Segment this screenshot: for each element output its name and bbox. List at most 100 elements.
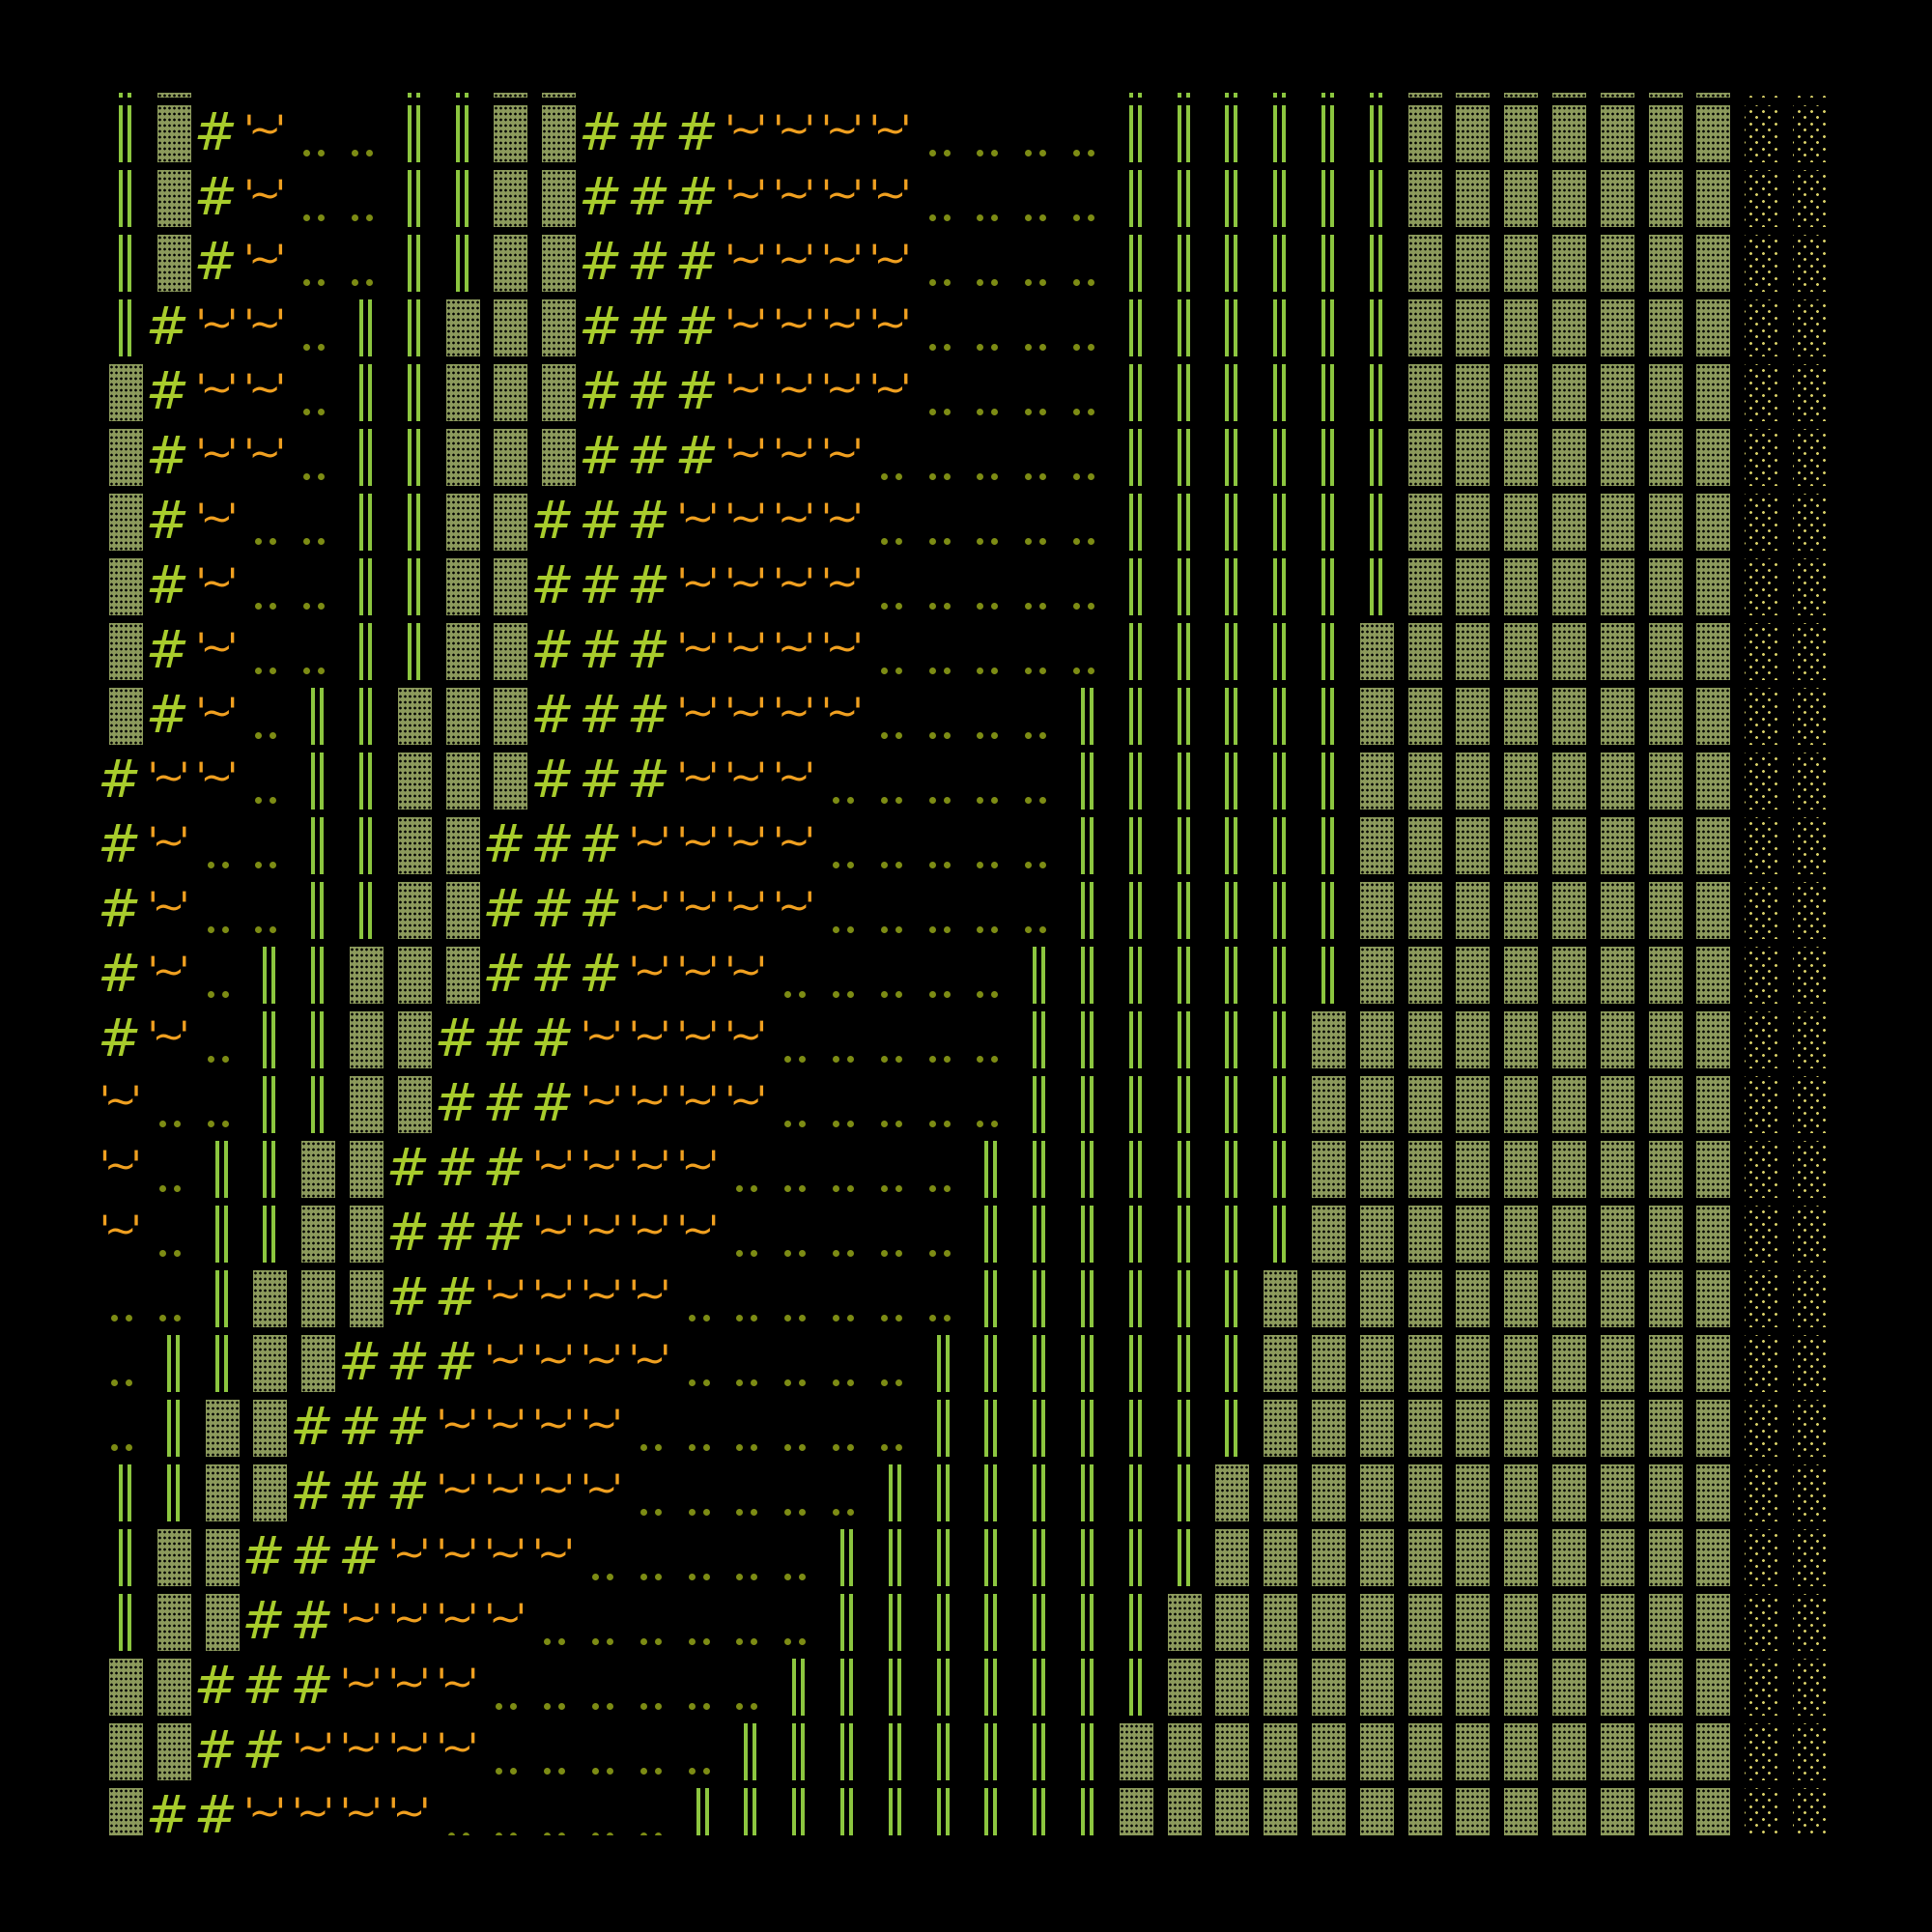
tilde-text: '~' bbox=[773, 173, 814, 217]
hash-text: # bbox=[145, 425, 190, 486]
hash-glyph: # bbox=[579, 425, 631, 490]
dark-shade-glyph bbox=[150, 1525, 198, 1590]
dark-shade-glyph bbox=[439, 425, 487, 490]
light-shade-glyph bbox=[1833, 296, 1835, 360]
hash-text: # bbox=[193, 1784, 238, 1836]
dots-glyph bbox=[1015, 619, 1064, 684]
tilde-text: '~' bbox=[243, 173, 285, 217]
dark-shade-glyph bbox=[101, 425, 150, 490]
dots-glyph bbox=[294, 101, 342, 166]
tilde-text: '~' bbox=[147, 755, 189, 800]
tilde-text: '~' bbox=[581, 1014, 622, 1059]
dark-shade-glyph bbox=[1401, 1072, 1449, 1137]
dots-glyph bbox=[967, 619, 1015, 684]
tilde-glyph: '~' bbox=[340, 1590, 390, 1655]
dark-shade-glyph bbox=[1448, 1008, 1496, 1072]
hash-glyph: # bbox=[435, 1202, 487, 1266]
dots-glyph bbox=[245, 554, 294, 619]
tilde-glyph: '~' bbox=[821, 619, 871, 684]
dark-shade-glyph bbox=[534, 231, 582, 296]
dark-shade-glyph bbox=[390, 943, 439, 1008]
dark-shade-glyph bbox=[1689, 425, 1737, 490]
dark-shade-glyph bbox=[1496, 1655, 1545, 1719]
tilde-glyph: '~' bbox=[243, 425, 294, 490]
double-bar-glyph bbox=[101, 1461, 150, 1525]
dark-shade-glyph bbox=[1304, 1202, 1352, 1266]
dark-shade-glyph bbox=[1593, 1137, 1641, 1202]
hash-glyph: # bbox=[146, 684, 198, 749]
dark-shade-glyph bbox=[1689, 166, 1737, 231]
hash-glyph: # bbox=[675, 101, 727, 166]
dots-glyph bbox=[920, 101, 968, 166]
hash-glyph: # bbox=[482, 1137, 534, 1202]
hash-text: # bbox=[626, 296, 671, 356]
tilde-text: '~' bbox=[868, 367, 911, 412]
light-shade-glyph bbox=[1785, 360, 1833, 425]
dark-shade-glyph bbox=[439, 619, 487, 684]
dark-shade-glyph bbox=[1256, 1331, 1304, 1396]
light-shade-glyph bbox=[1833, 1784, 1835, 1835]
hash-text: # bbox=[626, 101, 671, 162]
dark-shade-glyph bbox=[1401, 1655, 1449, 1719]
tilde-glyph: '~' bbox=[677, 749, 727, 813]
double-bar-glyph bbox=[1208, 749, 1256, 813]
double-bar-glyph bbox=[1256, 943, 1304, 1008]
tilde-glyph: '~' bbox=[437, 1396, 487, 1461]
double-bar-glyph bbox=[1256, 93, 1304, 101]
double-bar-glyph bbox=[823, 1525, 871, 1590]
hash-glyph: # bbox=[530, 490, 582, 554]
dots-glyph bbox=[1064, 490, 1112, 554]
dark-shade-glyph bbox=[1545, 1461, 1593, 1525]
hash-glyph: # bbox=[675, 166, 727, 231]
tilde-glyph: '~' bbox=[340, 1719, 390, 1784]
tilde-text: '~' bbox=[676, 691, 719, 735]
hash-text: # bbox=[434, 1137, 478, 1198]
double-bar-glyph bbox=[1160, 878, 1208, 943]
double-bar-glyph bbox=[1208, 1266, 1256, 1331]
tilde-glyph: '~' bbox=[677, 1202, 727, 1266]
tilde-glyph: '~' bbox=[245, 93, 294, 101]
tilde-glyph: '~' bbox=[532, 1202, 582, 1266]
tilde-text: '~' bbox=[195, 432, 238, 476]
hash-glyph: # bbox=[530, 878, 582, 943]
tilde-glyph: '~' bbox=[773, 878, 823, 943]
hash-text: # bbox=[579, 749, 623, 810]
dark-shade-glyph bbox=[439, 749, 487, 813]
tilde-text: '~' bbox=[676, 626, 719, 670]
hash-text: # bbox=[530, 1008, 575, 1068]
dark-shade-glyph bbox=[1448, 101, 1496, 166]
dark-shade-glyph bbox=[1593, 425, 1641, 490]
tilde-text: '~' bbox=[387, 1726, 430, 1771]
dark-shade-glyph bbox=[1689, 1655, 1737, 1719]
tilde-glyph: '~' bbox=[726, 93, 775, 101]
dark-shade-glyph bbox=[1545, 943, 1593, 1008]
tilde-glyph: '~' bbox=[484, 1266, 534, 1331]
tilde-text: '~' bbox=[532, 1338, 574, 1382]
double-bar-glyph bbox=[1160, 490, 1208, 554]
dark-shade-glyph bbox=[150, 1590, 198, 1655]
hash-text: # bbox=[626, 554, 671, 615]
dark-shade-glyph bbox=[439, 813, 487, 878]
dark-shade-glyph bbox=[1496, 1202, 1545, 1266]
double-bar-glyph bbox=[1352, 166, 1401, 231]
tilde-glyph: '~' bbox=[532, 1137, 582, 1202]
tilde-glyph: '~' bbox=[292, 1784, 342, 1835]
dots-glyph bbox=[150, 1072, 198, 1137]
dark-shade-glyph bbox=[1496, 425, 1545, 490]
hash-glyph: # bbox=[435, 1137, 487, 1202]
double-bar-glyph bbox=[1160, 231, 1208, 296]
dark-shade-glyph bbox=[1208, 1461, 1256, 1525]
hash-text: # bbox=[482, 1137, 526, 1198]
hash-text: # bbox=[98, 1008, 142, 1068]
double-bar-glyph bbox=[1015, 1396, 1064, 1461]
hash-glyph: # bbox=[338, 1396, 390, 1461]
double-bar-glyph bbox=[920, 1331, 968, 1396]
hash-glyph: # bbox=[675, 360, 727, 425]
double-bar-glyph bbox=[1160, 813, 1208, 878]
light-shade-glyph bbox=[1737, 1784, 1785, 1835]
dark-shade-glyph bbox=[294, 1137, 342, 1202]
dark-shade-glyph bbox=[1593, 813, 1641, 878]
tilde-glyph: '~' bbox=[821, 554, 871, 619]
dark-shade-glyph bbox=[390, 1008, 439, 1072]
double-bar-glyph bbox=[1256, 490, 1304, 554]
